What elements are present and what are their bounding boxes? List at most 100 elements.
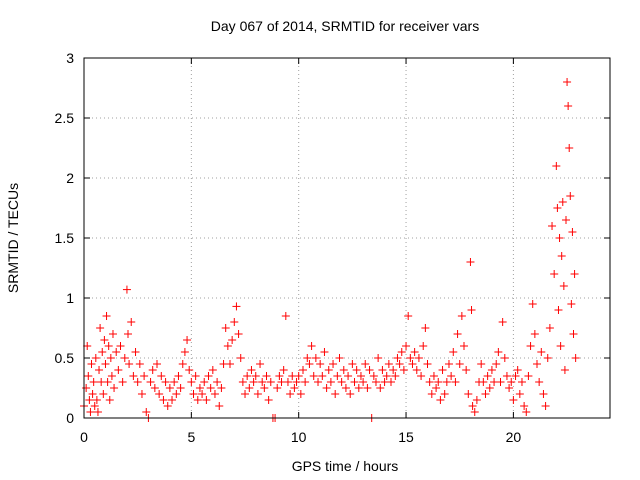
data-point [286,390,295,398]
data-point [481,390,490,398]
data-point [135,360,144,368]
data-point [155,390,164,398]
data-point [571,354,580,362]
data-point [404,312,413,320]
plot-frame [83,57,611,419]
data-point [477,360,486,368]
data-point [303,354,312,362]
chart-title: Day 067 of 2014, SRMTID for receiver var… [211,18,479,34]
data-point [247,366,256,374]
data-point [150,384,159,392]
data-point [417,372,426,380]
data-point [397,348,406,356]
data-point [234,330,243,338]
data-point [118,378,127,386]
data-point [513,366,522,374]
data-point [210,390,219,398]
data-point [324,366,333,374]
data-point [395,360,404,368]
data-point [337,378,346,386]
data-point [371,378,380,386]
data-point [301,378,310,386]
data-point [410,348,419,356]
data-point [148,366,157,374]
data-point [376,384,385,392]
data-point [163,402,172,410]
data-point [533,360,542,368]
data-point [215,402,224,410]
data-point [102,312,111,320]
data-point [356,372,365,380]
data-point [539,390,548,398]
data-point [496,378,505,386]
data-point [346,390,355,398]
data-point [378,366,387,374]
data-point [83,342,92,350]
data-point [543,354,552,362]
data-point [279,366,288,374]
data-point [88,390,97,398]
data-point [487,366,496,374]
data-point [537,348,546,356]
data-point [131,348,140,356]
data-point [453,330,462,338]
data-point [89,378,98,386]
axis-ticks: 0 5 10 15 20 0 0.5 1 1.5 2 2.5 3 [55,50,610,445]
data-point [107,372,116,380]
x-tick-label: 15 [398,429,414,445]
data-point [183,336,192,344]
data-point [98,348,107,356]
data-point [524,372,533,380]
data-point [432,384,441,392]
data-point [425,378,434,386]
data-point [331,390,340,398]
data-point [348,360,357,368]
data-point [387,378,396,386]
y-tick-label: 1 [66,290,74,306]
data-point [363,384,372,392]
data-point [464,390,473,398]
data-point [507,378,516,386]
data-point [92,396,101,404]
data-point [307,342,316,350]
data-point [223,342,232,350]
data-point [429,372,438,380]
data-point [374,354,383,362]
data-point [200,378,209,386]
data-point [213,378,222,386]
data-point [311,354,320,362]
data-point [116,342,125,350]
data-point [283,378,292,386]
data-point [294,372,303,380]
data-point [204,372,213,380]
data-point [329,360,338,368]
data-point [570,270,579,278]
data-point [528,300,537,308]
data-point [208,366,217,374]
data-point [225,360,234,368]
data-point [545,324,554,332]
data-point [85,396,94,404]
data-point [176,384,185,392]
y-tick-label: 3 [66,50,74,66]
data-point [159,396,168,404]
data-point [296,390,305,398]
data-point [84,372,93,380]
data-point [421,324,430,332]
data-point [552,162,561,170]
data-point [447,372,456,380]
data-point [466,258,475,266]
y-tick-label: 0 [66,410,74,426]
data-points [80,78,580,422]
data-point [555,234,564,242]
data-point [402,342,411,350]
data-point [168,396,177,404]
data-point [93,408,102,416]
data-point [389,366,398,374]
data-point [444,360,453,368]
data-point [290,384,299,392]
data-point [101,360,110,368]
data-point [449,348,458,356]
data-point [517,378,526,386]
